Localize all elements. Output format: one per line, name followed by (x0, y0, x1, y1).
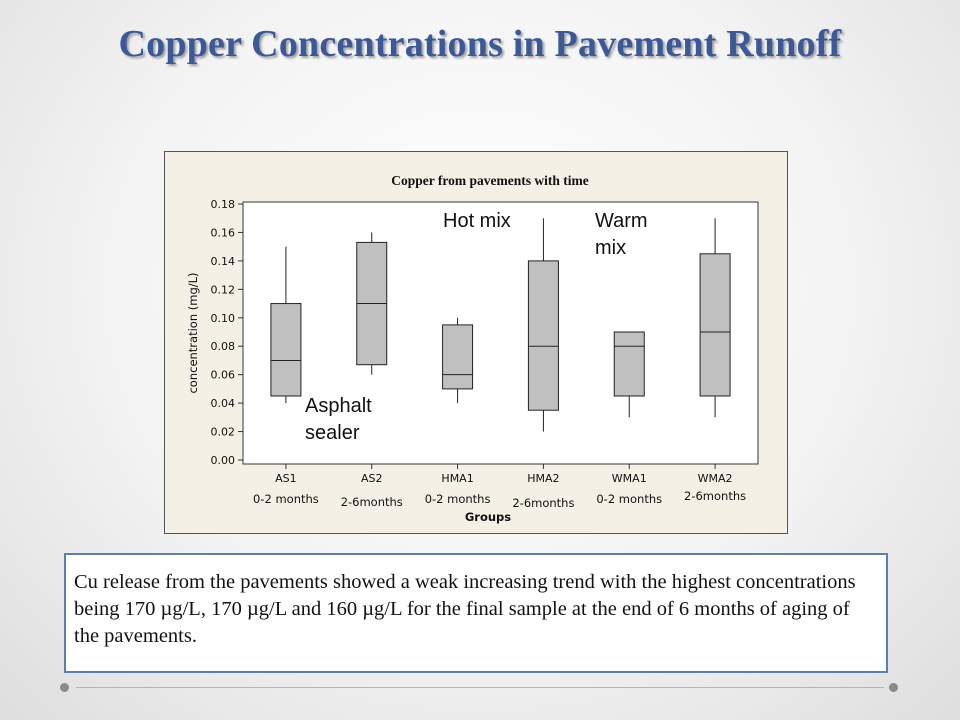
y-tick-label: 0.00 (211, 454, 236, 467)
slide-title: Copper Concentrations in Pavement Runoff (118, 23, 842, 65)
x-sublabel: 0-2 months (253, 492, 319, 506)
chart-title: Copper from pavements with time (391, 173, 588, 188)
annotation-asphalt-line1: Asphalt (305, 395, 372, 417)
boxplot-chart: Copper from pavements with time concentr… (186, 173, 759, 524)
y-tick-label: 0.02 (211, 426, 236, 439)
plot-area (242, 201, 759, 465)
box-wma1 (613, 331, 645, 397)
x-tick-label: AS1 (275, 472, 297, 485)
y-tick-label: 0.10 (211, 312, 236, 325)
y-axis-label: concentration (mg/L) (186, 272, 200, 393)
y-tick-label: 0.14 (211, 255, 236, 268)
y-tick-label: 0.04 (211, 397, 236, 410)
y-tick-label: 0.08 (211, 340, 236, 353)
annotation-asphalt-sealer: Asphalt sealer (305, 393, 372, 447)
caption-text: Cu release from the pavements showed a w… (74, 571, 856, 647)
x-sublabel: 2-6months (341, 495, 403, 509)
x-sublabel: 2-6months (512, 496, 574, 510)
y-tick-label: 0.18 (211, 198, 236, 211)
footer-rule (76, 687, 884, 688)
x-tick-label: WMA2 (698, 472, 733, 485)
footer-dot-left (60, 683, 69, 692)
x-sublabel: 0-2 months (425, 492, 491, 506)
x-tick-label: HMA2 (527, 472, 559, 485)
x-sublabel: 2-6months (684, 489, 746, 503)
x-tick-label: AS2 (361, 472, 383, 485)
box-as1 (270, 303, 302, 397)
box-hma2 (527, 260, 559, 411)
x-sublabel: 0-2 months (596, 492, 662, 506)
box-series (270, 218, 731, 432)
annotation-asphalt-line2: sealer (305, 422, 360, 444)
annotation-warm-mix: Warm mix (595, 208, 648, 262)
box-hma1 (442, 324, 474, 390)
footer-dot-right (889, 683, 898, 692)
chart-figure: Copper from pavements with time concentr… (164, 151, 788, 534)
y-axis: 0.00 0.02 0.04 0.06 0.08 0.10 0.12 0.14 0.16 0.18 (211, 198, 243, 467)
annotation-warm-line1: Warm (595, 210, 648, 232)
x-tick-label: HMA1 (441, 472, 473, 485)
x-tick-label: WMA1 (612, 472, 647, 485)
annotation-hot-mix: Hot mix (443, 210, 511, 232)
y-tick-label: 0.16 (211, 226, 236, 239)
x-axis: AS1 0-2 months AS2 2-6months HMA1 0-2 months H… (253, 464, 746, 510)
x-axis-label: Groups (465, 510, 511, 524)
y-tick-label: 0.06 (211, 369, 236, 382)
caption-box: Cu release from the pavements showed a w… (64, 553, 888, 673)
annotation-warm-line2: mix (595, 237, 627, 259)
box-wma2 (699, 253, 731, 397)
y-tick-label: 0.12 (211, 283, 236, 296)
